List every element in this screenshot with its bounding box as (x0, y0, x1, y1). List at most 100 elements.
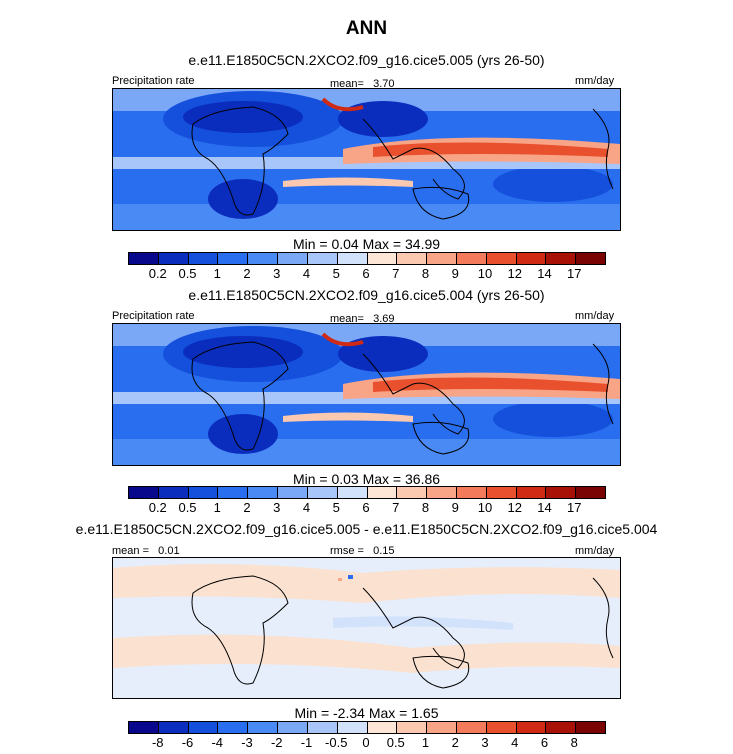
africa-coastline (191, 341, 289, 451)
panel1-colorbar-ticks: 0.2 0.5 1 2 3 4 5 6 7 8 9 10 12 14 17 (128, 266, 605, 282)
southern-band (113, 204, 620, 230)
arabia-dry-zone (338, 336, 428, 372)
panel1-variable-label: Precipitation rate (112, 75, 195, 87)
panel2-precip-map (112, 323, 621, 466)
colorbar-segment (367, 253, 398, 264)
panel2-map-svg (113, 324, 620, 465)
diff-cool-band (333, 616, 513, 630)
colorbar-segment (486, 487, 517, 498)
panel3-rmse-value: 0.15 (373, 545, 395, 557)
panel2-mean: mean= 3.69 (330, 313, 395, 325)
panel1-precip-map (112, 88, 621, 231)
colorbar-tick-label: 7 (392, 500, 400, 515)
colorbar-segment (546, 487, 577, 498)
panel2-colorbar-ticks: 0.2 0.5 1 2 3 4 5 6 7 8 9 10 12 14 17 (128, 500, 605, 516)
se-pacific-dry (493, 401, 613, 437)
colorbar-tick-label: 17 (567, 500, 582, 515)
colorbar-segment (427, 487, 457, 498)
america-coastline (592, 108, 614, 190)
panel2-mean-value: 3.69 (373, 313, 395, 325)
colorbar-tick-label: 1 (213, 266, 221, 281)
america-coastline (592, 577, 614, 659)
colorbar-segment (129, 487, 159, 498)
colorbar-tick-label: 14 (537, 500, 552, 515)
asia-coastline (362, 353, 465, 435)
diff-warm-north (113, 564, 620, 603)
colorbar-tick-label: 0.5 (178, 266, 197, 281)
colorbar-segment (367, 487, 398, 498)
south-africa-dry (208, 414, 278, 454)
colorbar-segment (337, 722, 368, 733)
panel3-mean: mean = 0.01 (112, 545, 180, 557)
panel2-max-value: 36.86 (405, 471, 441, 487)
south-band (283, 177, 413, 187)
colorbar-tick-label: -8 (151, 735, 164, 750)
panel1-mean: mean= 3.70 (330, 78, 395, 90)
colorbar-segment (456, 487, 487, 498)
colorbar-tick-label: 0.5 (386, 735, 405, 750)
panel3-map-svg (113, 558, 620, 698)
panel2-variable-label: Precipitation rate (112, 310, 195, 322)
south-africa-dry (208, 179, 278, 219)
panel1-min-label: Min = (292, 236, 328, 252)
panel2-max-label: Max = (362, 471, 402, 487)
panel2-minmax: Min = 0.03 Max = 36.86 (0, 471, 733, 487)
colorbar-segment (546, 253, 577, 264)
colorbar-segment (576, 253, 605, 264)
panel1-mean-value: 3.70 (373, 78, 395, 90)
colorbar-tick-label: 8 (421, 500, 430, 515)
diff-warm-south (113, 634, 620, 673)
se-pacific-dry (493, 166, 613, 202)
panel1-map-svg (113, 89, 620, 230)
panel3-colorbar-ticks: -8 -6 -4 -3 -2 -1 -0.5 0 0.5 1 2 3 4 6 8 (128, 735, 605, 751)
panel1-units: mm/day (575, 75, 615, 87)
colorbar-tick-label: 9 (451, 500, 459, 515)
colorbar-segment (307, 722, 338, 733)
itcz-core (373, 377, 608, 392)
colorbar-tick-label: 12 (507, 266, 522, 281)
colorbar-segment (486, 722, 517, 733)
colorbar-segment (576, 487, 605, 498)
panel2-min-label: Min = (292, 471, 328, 487)
colorbar-tick-label: -3 (241, 735, 253, 750)
colorbar-tick-label: -1 (300, 735, 313, 750)
panel2-mean-label: mean= (330, 313, 364, 325)
colorbar-tick-label: -4 (211, 735, 224, 750)
australia-coastline (412, 421, 470, 455)
australia-coastline (412, 655, 470, 689)
panel2-units: mm/day (575, 310, 615, 322)
himalaya-rain (321, 332, 364, 347)
colorbar-segment (516, 487, 547, 498)
australia-coastline (412, 186, 470, 220)
colorbar-tick-label: 2 (243, 500, 251, 515)
colorbar-tick-label: 6 (362, 500, 370, 515)
panel1-max-label: Max = (362, 236, 402, 252)
colorbar-segment (158, 487, 189, 498)
panel2-case-title: e.e11.E1850C5CN.2XCO2.f09_g16.cice5.004 … (188, 287, 545, 303)
panel1-case-title: e.e11.E1850C5CN.2XCO2.f09_g16.cice5.005 … (188, 52, 545, 68)
colorbar-segment (188, 253, 219, 264)
colorbar-tick-label: 4 (302, 500, 311, 515)
colorbar-segment (188, 487, 219, 498)
colorbar-segment (456, 253, 487, 264)
colorbar-tick-label: 5 (332, 500, 340, 515)
colorbar-segment (486, 253, 517, 264)
panel3-difference-map (112, 557, 621, 699)
colorbar-segment (516, 253, 547, 264)
panel3-colorbar (128, 721, 606, 734)
colorbar-segment (546, 722, 577, 733)
colorbar-tick-label: 5 (332, 266, 340, 281)
south-band (283, 412, 413, 422)
colorbar-tick-label: 3 (273, 266, 281, 281)
colorbar-tick-label: 2 (243, 266, 251, 281)
asia-coastline (362, 587, 465, 669)
sahara-core (183, 336, 303, 368)
sahara-core (183, 101, 303, 133)
panel1-max-value: 34.99 (405, 236, 441, 252)
colorbar-tick-label: 9 (451, 266, 459, 281)
colorbar-segment (307, 487, 338, 498)
panel3-max-label: Max = (368, 705, 408, 721)
colorbar-tick-label: 14 (537, 266, 552, 281)
colorbar-segment (427, 253, 457, 264)
panel3-mean-label: mean = (112, 545, 149, 557)
